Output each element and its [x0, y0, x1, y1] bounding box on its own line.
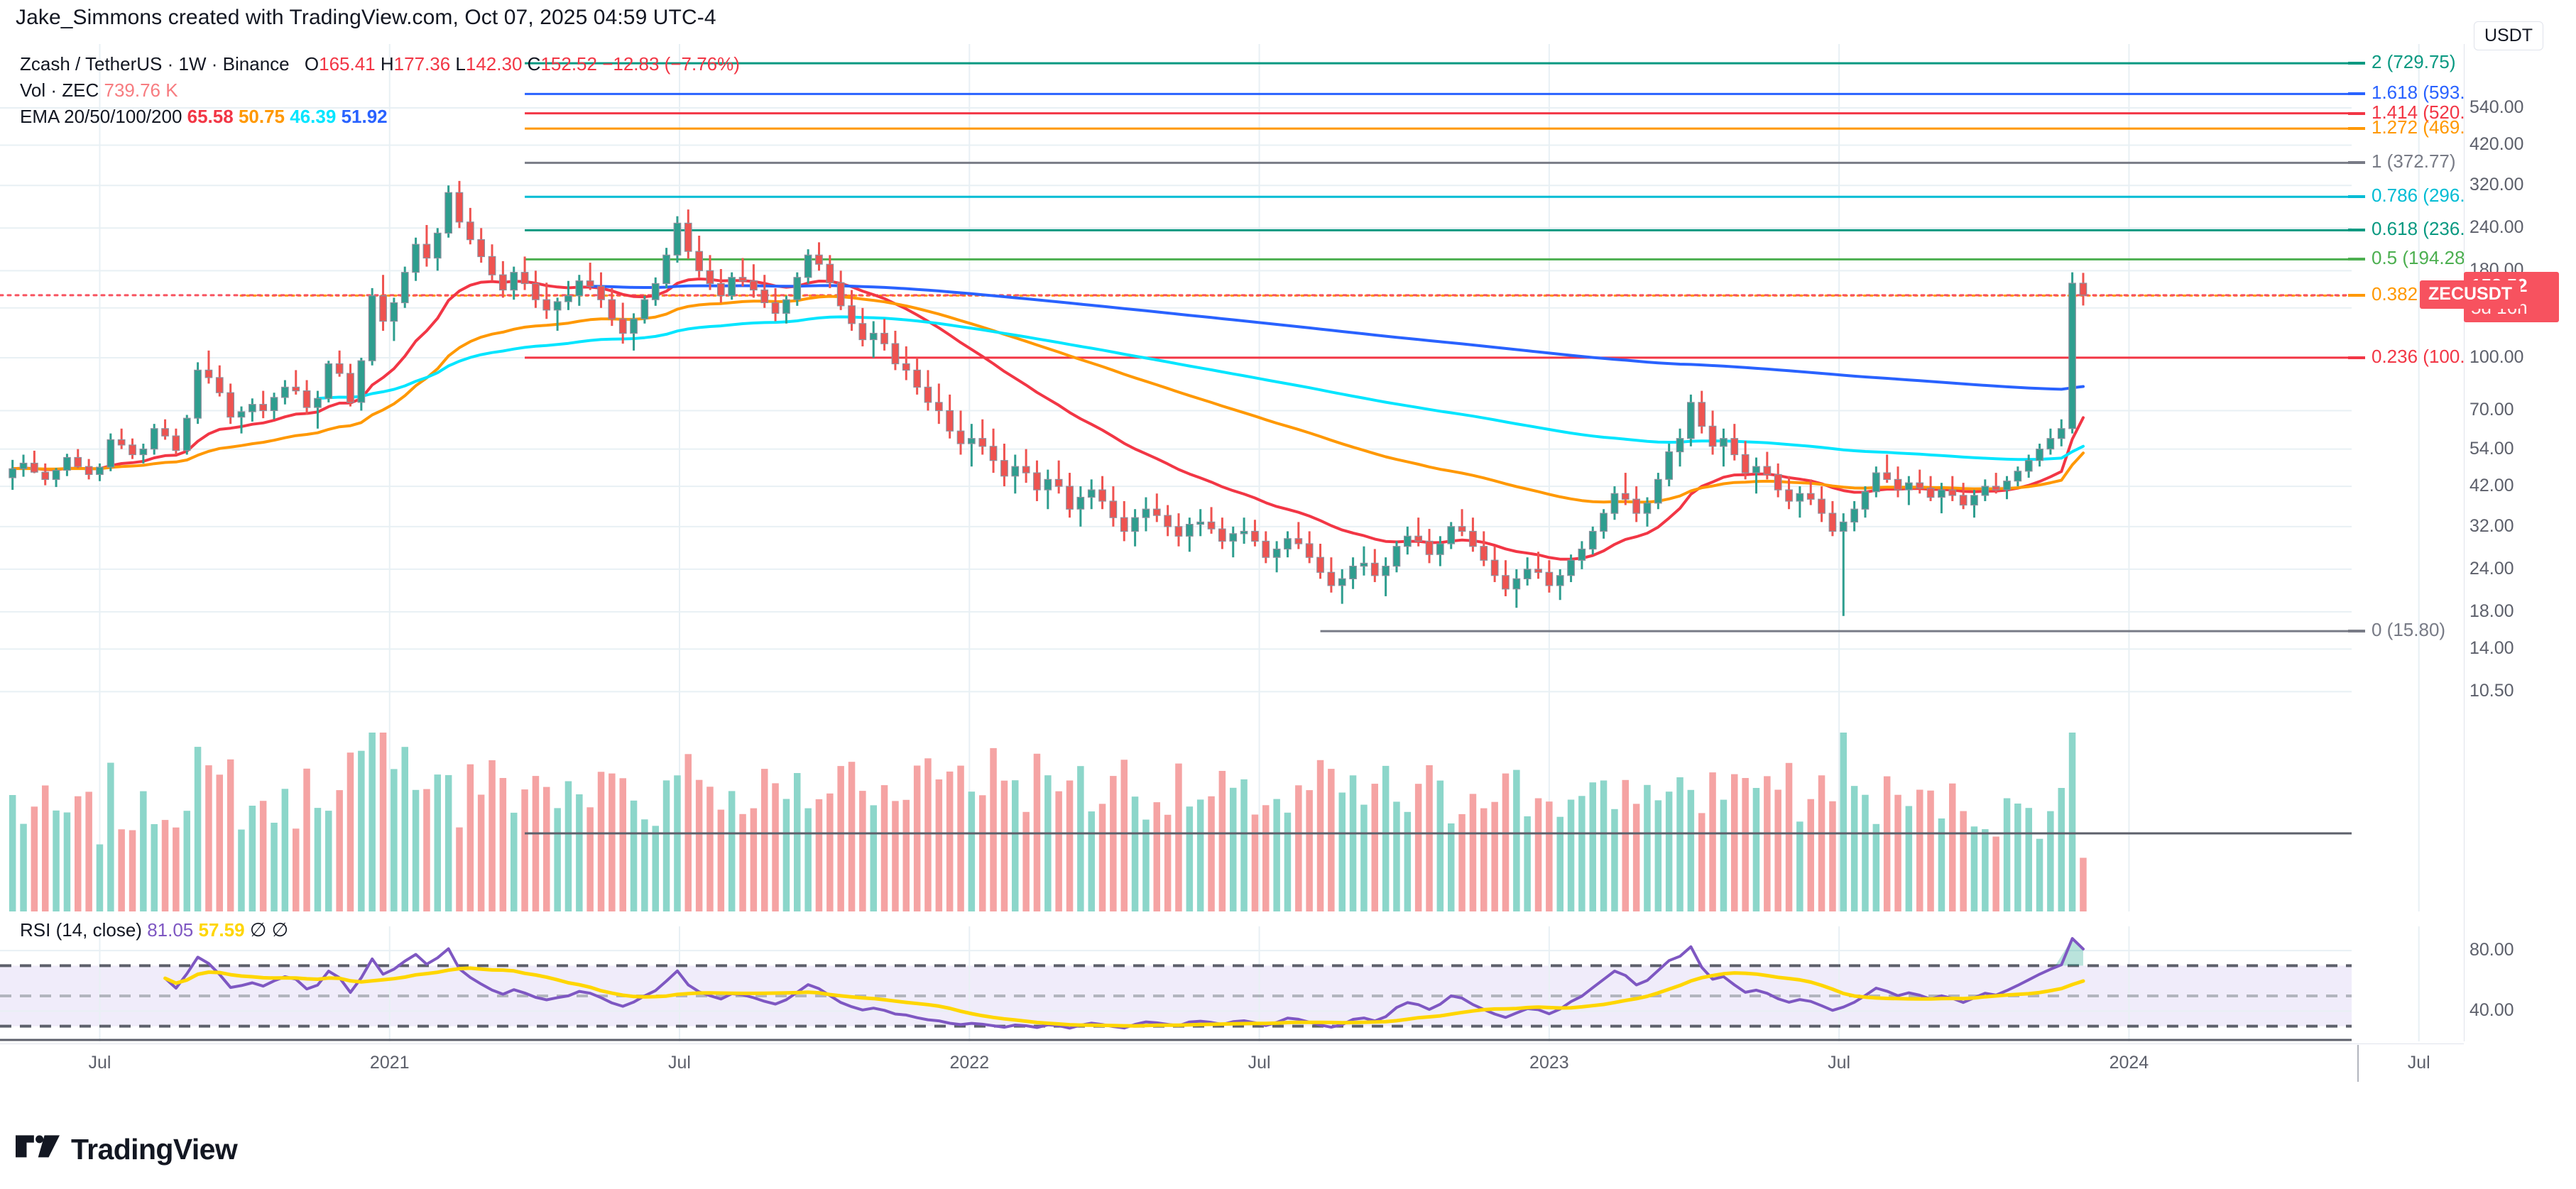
- fib-level-marker-icon: [2348, 294, 2365, 297]
- price-tick: 14.00: [2469, 638, 2514, 659]
- time-tick-label: Jul: [668, 1053, 691, 1073]
- time-tick-label: 2024: [2109, 1053, 2149, 1073]
- rsi-pane[interactable]: [0, 926, 2464, 1041]
- price-axis[interactable]: USDT 540.00420.00320.00240.00180.00140.0…: [2464, 0, 2576, 1086]
- fib-level-marker-icon: [2348, 229, 2365, 232]
- fib-level-marker-icon: [2348, 630, 2365, 633]
- price-tick: 420.00: [2469, 134, 2524, 155]
- symbol-price-tag: ZECUSDT: [2420, 280, 2521, 309]
- price-tick: 70.00: [2469, 400, 2514, 420]
- time-axis[interactable]: Jul2021Jul2022Jul2023Jul2024Jul2025Jul20…: [0, 1043, 2464, 1083]
- price-tick: 100.00: [2469, 347, 2524, 367]
- fib-level-2: 2 (729.75): [2372, 51, 2456, 73]
- price-tick: 10.50: [2469, 681, 2514, 701]
- time-axis-divider: [0, 1043, 2464, 1044]
- price-tick: 18.00: [2469, 601, 2514, 621]
- tradingview-logo-icon: [16, 1134, 60, 1157]
- price-tick: 42.00: [2469, 476, 2514, 496]
- rsi-tick: 80.00: [2469, 940, 2514, 960]
- time-axis-right-marker: [2357, 1045, 2359, 1082]
- time-tick-label: 2023: [1529, 1053, 1569, 1073]
- time-tick-label: Jul: [1828, 1053, 1851, 1073]
- fib-level-marker-icon: [2348, 195, 2365, 199]
- price-tick: 24.00: [2469, 558, 2514, 579]
- price-pane[interactable]: [0, 44, 2464, 911]
- fib-level-marker-icon: [2348, 92, 2365, 96]
- time-tick-label: 2021: [369, 1053, 410, 1073]
- price-tick: 540.00: [2469, 97, 2524, 118]
- time-tick-label: Jul: [1248, 1053, 1271, 1073]
- rsi-chart-canvas: [0, 926, 2420, 1041]
- chart-area[interactable]: [0, 44, 2464, 1041]
- attribution-text: Jake_Simmons created with TradingView.co…: [16, 6, 716, 29]
- price-tick: 240.00: [2469, 217, 2524, 238]
- price-axis-divider: [2464, 44, 2465, 1041]
- footer-branding: TradingView: [16, 1133, 238, 1166]
- price-chart-canvas: [0, 44, 2420, 911]
- fib-level-marker-icon: [2348, 127, 2365, 131]
- fib-level-marker-icon: [2348, 111, 2365, 115]
- time-tick-label: Jul: [2407, 1053, 2430, 1073]
- price-tick: 320.00: [2469, 175, 2524, 195]
- fib-level-marker-icon: [2348, 258, 2365, 261]
- rsi-tick: 40.00: [2469, 1000, 2514, 1021]
- price-tick: 32.00: [2469, 515, 2514, 536]
- price-tick: 54.00: [2469, 438, 2514, 459]
- fib-level-0-5: 0.5 (194.28): [2372, 247, 2472, 269]
- fib-level-marker-icon: [2348, 62, 2365, 65]
- fib-level-marker-icon: [2348, 161, 2365, 165]
- fib-level-marker-icon: [2348, 356, 2365, 359]
- fib-level-1: 1 (372.77): [2372, 150, 2456, 172]
- time-tick-label: Jul: [88, 1053, 111, 1073]
- tradingview-wordmark: TradingView: [71, 1133, 238, 1166]
- fib-level-0: 0 (15.80): [2372, 619, 2446, 641]
- time-tick-label: 2022: [949, 1053, 990, 1073]
- currency-badge[interactable]: USDT: [2474, 21, 2544, 50]
